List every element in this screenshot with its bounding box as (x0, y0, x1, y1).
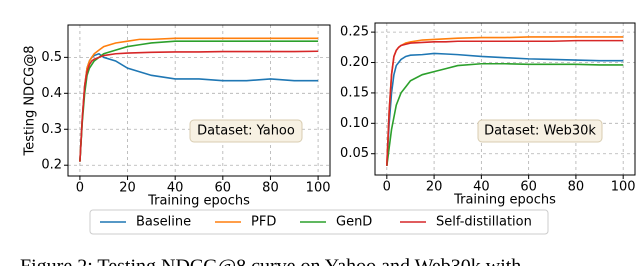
series-line (79, 37, 319, 162)
series-line (386, 39, 624, 166)
series-line (386, 52, 624, 166)
series-line (386, 36, 624, 166)
x-tick-label: 80 (568, 180, 585, 195)
y-tick-label: 0.05 (340, 146, 369, 161)
x-tick-label: 100 (306, 181, 331, 196)
plot-frame (67, 24, 331, 177)
x-axis-label: Training epochs (453, 193, 556, 208)
x-tick-label: 40 (167, 181, 184, 196)
series-line (79, 40, 319, 162)
y-tick-label: 0.5 (41, 50, 62, 65)
y-tick-label: 0.15 (340, 85, 369, 100)
x-axis-label: Training epochs (147, 194, 250, 209)
x-tick-label: 100 (611, 180, 636, 195)
x-tick-label: 80 (262, 181, 279, 196)
y-tick-label: 0.10 (340, 116, 369, 131)
legend-label: Self-distillation (436, 215, 532, 230)
series-line (79, 50, 319, 162)
legend-label: PFD (251, 215, 276, 230)
annotation: Dataset: Web30k (484, 124, 596, 139)
x-tick-label: 0 (383, 180, 391, 195)
x-tick-label: 20 (426, 180, 443, 195)
legend-label: Baseline (136, 215, 191, 230)
y-tick-label: 0.3 (41, 122, 62, 137)
plot-frame (374, 22, 636, 176)
y-tick-label: 0.4 (41, 86, 62, 101)
x-tick-label: 0 (76, 181, 84, 196)
annotation-box (189, 119, 303, 143)
y-tick-label: 0.25 (340, 25, 369, 40)
annotation: Dataset: Yahoo (197, 124, 295, 139)
annotation-box (477, 119, 603, 143)
x-tick-label: 40 (473, 180, 490, 195)
y-tick-label: 0.20 (340, 55, 369, 70)
x-tick-label: 60 (520, 180, 537, 195)
series-line (79, 52, 319, 162)
y-axis-label: Testing NDCG@8 (23, 46, 38, 157)
y-tick-label: 0.2 (41, 158, 62, 173)
x-tick-label: 20 (119, 181, 136, 196)
series-line (386, 62, 624, 166)
legend-label: GenD (336, 215, 372, 230)
caption: Figure 2: Testing NDCG@8 curve on Yahoo … (20, 256, 521, 266)
x-tick-label: 60 (215, 181, 232, 196)
